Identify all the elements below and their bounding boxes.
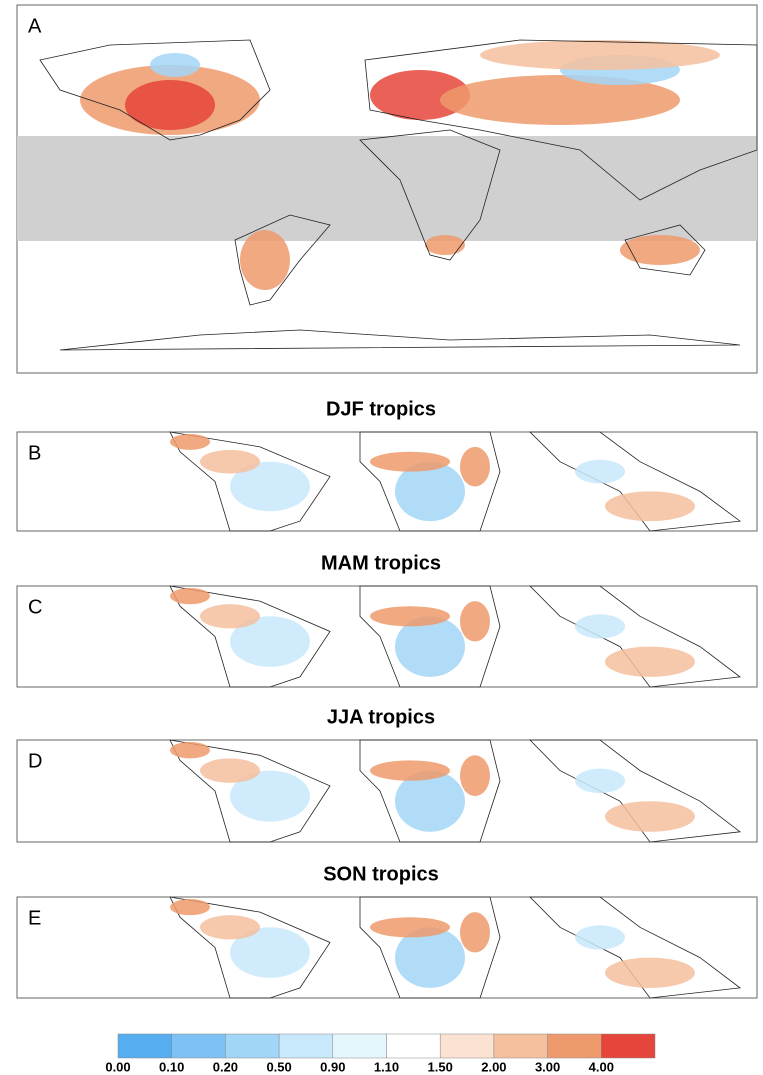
anomaly-patch <box>425 235 465 255</box>
colorbar-segment <box>117 1033 172 1059</box>
continent <box>169 585 331 688</box>
colorbar-label: 0.00 <box>105 1059 130 1074</box>
anomaly-patch <box>460 912 490 953</box>
continent <box>39 39 271 141</box>
anomaly-patch <box>395 770 465 832</box>
continent <box>359 585 501 688</box>
colorbar-segment <box>439 1033 495 1059</box>
continent <box>169 431 331 532</box>
colorbar-segment <box>171 1033 226 1059</box>
anomaly-patch <box>460 601 490 642</box>
panel-label: A <box>28 15 42 37</box>
continent <box>59 329 741 351</box>
colorbar-label: 2.00 <box>481 1059 506 1074</box>
anomaly-patch <box>200 758 260 783</box>
anomaly-patch <box>605 957 695 988</box>
colorbar-label: 0.20 <box>213 1059 238 1074</box>
anomaly-patch <box>575 925 625 950</box>
anomaly-patch <box>395 927 465 988</box>
colorbar-segment <box>547 1033 602 1059</box>
anomaly-patch <box>170 899 210 916</box>
panel-label: D <box>28 750 42 772</box>
continent <box>169 896 331 999</box>
tropics-band <box>17 136 757 241</box>
panel-label: B <box>28 442 41 464</box>
anomaly-patch <box>395 616 465 677</box>
continent <box>359 129 501 261</box>
anomaly-patch <box>230 927 310 978</box>
anomaly-patch <box>620 235 700 265</box>
panel-title: MAM tropics <box>321 552 441 574</box>
map-panel: A <box>16 4 758 374</box>
anomaly-patch <box>575 614 625 639</box>
anomaly-patch <box>605 491 695 522</box>
anomaly-patch <box>370 70 470 120</box>
continent <box>359 896 501 999</box>
anomaly-patch <box>440 75 680 125</box>
anomaly-patch <box>370 606 450 627</box>
map-panel: DJF tropics B <box>16 398 758 532</box>
anomaly-patch <box>170 742 210 759</box>
colorbar-segment <box>386 1033 441 1059</box>
anomaly-patch <box>170 433 210 450</box>
anomaly-patch <box>170 588 210 605</box>
panel-title: DJF tropics <box>326 398 436 420</box>
anomaly-patch <box>240 230 290 290</box>
colorbar-label: 1.10 <box>374 1059 399 1074</box>
colorbar-segment <box>332 1033 387 1059</box>
colorbar-label: 0.50 <box>266 1059 291 1074</box>
map-panel: SON tropics E <box>16 863 758 999</box>
anomaly-patch <box>200 604 260 629</box>
anomaly-patch <box>480 40 720 70</box>
anomaly-patch <box>575 768 625 794</box>
anomaly-patch <box>230 616 310 667</box>
panel-label: E <box>28 907 41 929</box>
anomaly-patch <box>370 917 450 938</box>
anomaly-patch <box>605 646 695 677</box>
continent <box>169 739 331 843</box>
panel-label: C <box>28 596 42 618</box>
panel-title: JJA tropics <box>327 706 435 728</box>
colorbar-segment <box>278 1033 334 1059</box>
anomaly-patch <box>230 461 310 512</box>
colorbar-segment <box>225 1033 280 1059</box>
map-panel: JJA tropics D <box>16 706 758 843</box>
colorbar-segment <box>493 1033 548 1059</box>
continent <box>234 214 331 306</box>
anomaly-patch <box>230 770 310 822</box>
continent <box>359 739 501 843</box>
anomaly-patch <box>460 446 490 487</box>
continent <box>364 39 758 201</box>
anomaly-patch <box>395 461 465 522</box>
anomaly-patch <box>370 451 450 472</box>
anomaly-patch <box>200 449 260 474</box>
colorbar-label: 1.50 <box>428 1059 453 1074</box>
anomaly-patch <box>150 53 200 77</box>
anomaly-patch <box>575 459 625 484</box>
anomaly-patch <box>370 760 450 781</box>
colorbar-label: 0.90 <box>320 1059 345 1074</box>
map-panel: MAM tropics C <box>16 552 758 688</box>
continent <box>624 224 706 276</box>
anomaly-patch <box>605 801 695 832</box>
colorbar-segment <box>601 1033 656 1059</box>
anomaly-patch <box>125 80 215 130</box>
colorbar-label: 0.10 <box>159 1059 184 1074</box>
anomaly-patch <box>460 755 490 797</box>
panel-title: SON tropics <box>323 863 439 885</box>
anomaly-patch <box>200 915 260 940</box>
continent <box>359 431 501 532</box>
colorbar-label: 3.00 <box>535 1059 560 1074</box>
colorbar-label: 4.00 <box>589 1059 614 1074</box>
